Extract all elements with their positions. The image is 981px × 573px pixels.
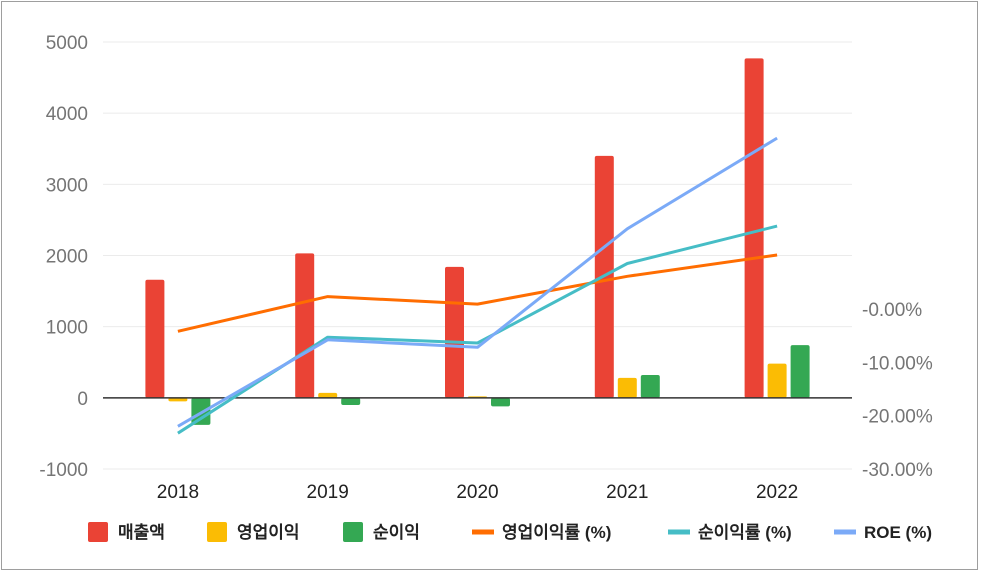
legend-swatch xyxy=(88,522,108,542)
legend-swatch xyxy=(834,529,856,535)
legend-label: 순이익 xyxy=(373,523,420,542)
left-tick-label: 0 xyxy=(77,389,88,410)
legend-swatch xyxy=(472,529,494,535)
legend-swatch xyxy=(343,522,363,542)
legend-swatch xyxy=(207,522,227,542)
left-tick-label: 4000 xyxy=(46,104,88,125)
bar-순이익-2020 xyxy=(491,397,510,407)
legend-swatch xyxy=(668,529,690,535)
line-영업이익률 (%) xyxy=(177,253,778,333)
legend-label: ROE (%) xyxy=(864,523,932,542)
legend-label: 영업이익률 (%) xyxy=(502,523,611,542)
bar-영업이익-2019 xyxy=(318,392,338,398)
x-tick-label: 2021 xyxy=(606,482,648,503)
gridlines xyxy=(103,41,852,470)
left-tick-label: 5000 xyxy=(46,33,88,54)
right-axis-ticks: -0.00% -10.00% -20.00% -30.00% xyxy=(862,300,933,481)
left-tick-label: 1000 xyxy=(46,318,88,339)
x-tick-label: 2020 xyxy=(456,482,498,503)
right-tick-label: -0.00% xyxy=(862,300,922,321)
bar-매출액-2019 xyxy=(295,253,315,398)
x-tick-label: 2018 xyxy=(157,482,199,503)
x-tick-label: 2019 xyxy=(307,482,349,503)
right-tick-label: -30.00% xyxy=(862,460,933,481)
bar-영업이익-2018 xyxy=(168,397,188,402)
bar-매출액-2022 xyxy=(744,58,764,398)
left-tick-label: 3000 xyxy=(46,175,88,196)
bar-순이익-2019 xyxy=(341,397,361,405)
legend: 매출액 영업이익 순이익 영업이익률 (%) 순이익률 (%) ROE (%) xyxy=(88,522,932,542)
left-tick-label: 2000 xyxy=(46,247,88,268)
legend-label: 순이익률 (%) xyxy=(698,523,792,542)
bar-매출액-2018 xyxy=(145,279,165,398)
right-tick-label: -20.00% xyxy=(862,407,933,428)
legend-label: 영업이익 xyxy=(237,523,300,542)
x-tick-label: 2022 xyxy=(756,482,798,503)
bars xyxy=(145,58,810,425)
right-tick-label: -10.00% xyxy=(862,353,933,374)
bar-영업이익-2022 xyxy=(767,363,787,398)
legend-label: 매출액 xyxy=(118,523,165,542)
line-순이익률 (%) xyxy=(177,224,778,435)
left-axis-ticks: 5000 4000 3000 2000 1000 0 -1000 xyxy=(39,33,88,481)
line-ROE (%) xyxy=(177,136,778,428)
bar-매출액-2020 xyxy=(445,266,464,398)
x-axis-ticks: 2018 2019 2020 2021 2022 xyxy=(157,482,798,503)
bar-순이익-2021 xyxy=(640,375,660,398)
series-lines xyxy=(177,136,778,435)
bar-영업이익-2021 xyxy=(617,377,637,398)
bar-순이익-2022 xyxy=(790,345,810,398)
left-tick-label: -1000 xyxy=(39,460,88,481)
